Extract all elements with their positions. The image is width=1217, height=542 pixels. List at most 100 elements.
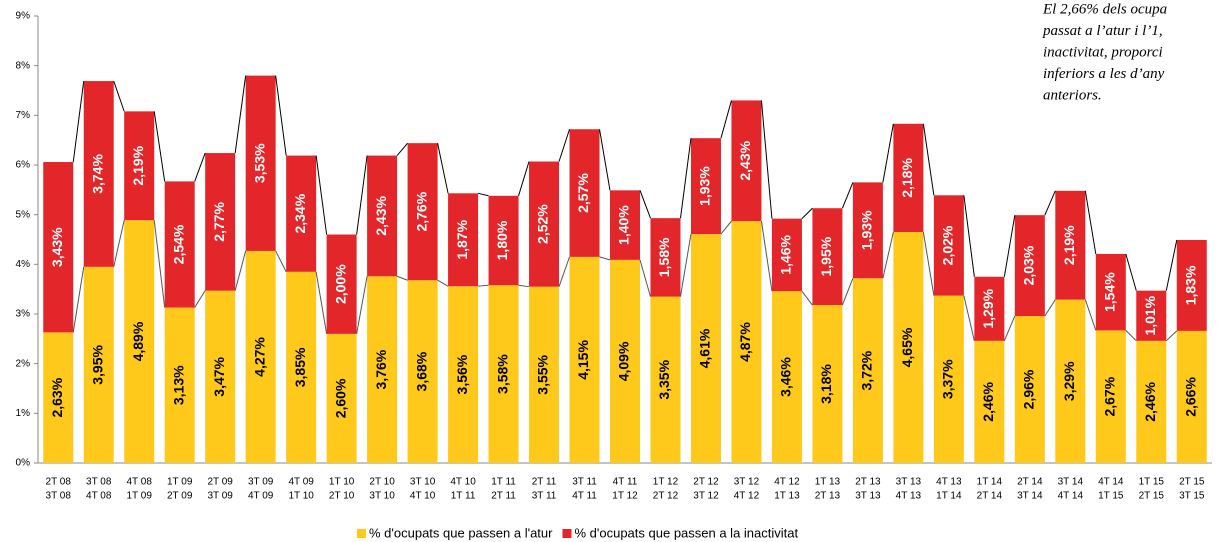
x-tick-label: 2T 11 — [532, 477, 557, 488]
value-label: 2,19% — [1061, 225, 1077, 265]
y-tick-label: 0% — [16, 458, 31, 469]
value-label: 4,65% — [899, 327, 915, 367]
x-tick-label: 3T 14 — [1017, 491, 1043, 502]
value-label: 1,54% — [1101, 272, 1117, 312]
connector-line — [478, 284, 489, 287]
bar-segment — [488, 285, 519, 463]
x-tick-label: 1T 14 — [936, 491, 962, 502]
x-tick-label: 3T 09 — [248, 477, 274, 488]
connector-line — [518, 161, 530, 196]
value-label: 4,89% — [130, 321, 146, 361]
legend-label: % d'ocupats que passen a l'atur — [369, 525, 553, 540]
value-label: 1,93% — [859, 210, 875, 250]
connector-line — [315, 155, 328, 235]
connector-line — [518, 284, 530, 288]
bar-segment — [1095, 330, 1126, 463]
connector-line — [356, 276, 368, 334]
connector-line — [437, 143, 449, 194]
x-tick-label: 4T 08 — [127, 477, 153, 488]
value-label: 2,19% — [130, 145, 146, 185]
connector-line — [234, 75, 247, 154]
connector-line — [639, 190, 651, 219]
value-label: 3,55% — [535, 354, 551, 394]
value-label: 1,95% — [818, 236, 834, 276]
bar-segment — [1014, 315, 1045, 463]
value-label: 3,68% — [413, 351, 429, 391]
value-label: 2,34% — [292, 193, 308, 233]
connector-line — [679, 138, 692, 219]
x-tick-label: 2T 10 — [329, 491, 355, 502]
bar-segment — [610, 190, 640, 260]
y-tick-label: 6% — [16, 160, 31, 171]
x-tick-label: 3T 13 — [896, 477, 922, 488]
x-tick-label: 4T 12 — [734, 491, 760, 502]
connector-line — [558, 256, 570, 287]
connector-line — [963, 195, 975, 277]
value-label: 2,60% — [332, 378, 348, 418]
value-label: 3,85% — [292, 347, 308, 387]
bar-segment — [650, 218, 681, 297]
bar-segment — [690, 234, 721, 463]
value-label: 2,43% — [737, 140, 753, 180]
bar-segment — [245, 75, 276, 251]
bar-segment — [367, 276, 398, 463]
connector-line — [1165, 330, 1178, 342]
connector-line — [922, 123, 935, 196]
bar-segment — [771, 291, 802, 463]
x-tick-label: 2T 08 — [46, 477, 72, 488]
x-tick-label: 4T 12 — [774, 477, 800, 488]
y-tick-label: 2% — [16, 358, 31, 369]
x-tick-label: 1T 12 — [653, 477, 679, 488]
connector-line — [1084, 299, 1097, 331]
annotation: passat a l’atur i l’1, — [1042, 23, 1163, 39]
value-label: 2,77% — [211, 201, 227, 241]
connector-line — [841, 182, 854, 209]
value-label: 2,46% — [980, 382, 996, 422]
value-label: 3,76% — [373, 349, 389, 389]
bar-segment — [488, 195, 519, 286]
bar-segment — [286, 155, 317, 272]
annotation: El 2,66% dels ocupa — [1042, 1, 1167, 17]
bar-segment — [448, 193, 479, 287]
x-tick-label: 2T 12 — [653, 491, 679, 502]
y-tick-label: 3% — [16, 309, 31, 320]
x-tick-label: 1T 14 — [977, 477, 1003, 488]
x-tick-label: 2T 13 — [855, 477, 881, 488]
bar-segment — [245, 250, 276, 463]
bar-segment — [83, 266, 114, 463]
bar-segment — [124, 220, 155, 463]
connector-line — [841, 278, 854, 306]
bar-segment — [1176, 239, 1207, 331]
connector-line — [1003, 315, 1016, 342]
connector-line — [437, 279, 449, 287]
y-tick-label: 5% — [16, 209, 31, 220]
x-tick-label: 1T 09 — [127, 491, 153, 502]
value-label: 1,29% — [980, 288, 996, 328]
x-tick-label: 2T 14 — [977, 491, 1003, 502]
value-label: 3,72% — [859, 350, 875, 390]
value-label: 2,18% — [899, 158, 915, 198]
x-tick-label: 3T 12 — [693, 491, 719, 502]
x-tick-label: 2T 15 — [1139, 491, 1165, 502]
annotation: inactivitat, proporci — [1043, 44, 1163, 60]
bar-segment — [1055, 190, 1086, 300]
annotation: anteriors. — [1043, 87, 1102, 103]
value-label: 3,43% — [49, 227, 65, 267]
bar-segment — [43, 162, 74, 333]
annotation: inferiors a les d’any — [1043, 66, 1165, 82]
bar-segment — [407, 280, 438, 463]
y-tick-label: 8% — [16, 60, 31, 71]
value-label: 3,29% — [1061, 361, 1077, 401]
x-tick-label: 2T 14 — [1017, 477, 1043, 488]
x-tick-label: 1T 11 — [451, 491, 476, 502]
value-label: 2,63% — [49, 377, 65, 417]
value-label: 2,52% — [535, 204, 551, 244]
connector-line — [72, 266, 85, 333]
value-label: 3,18% — [818, 364, 834, 404]
value-label: 4,27% — [251, 337, 267, 377]
bar-segment — [893, 232, 924, 463]
bar-segment — [650, 296, 681, 463]
value-label: 1,01% — [1142, 295, 1158, 335]
bar-segment — [1014, 215, 1045, 316]
